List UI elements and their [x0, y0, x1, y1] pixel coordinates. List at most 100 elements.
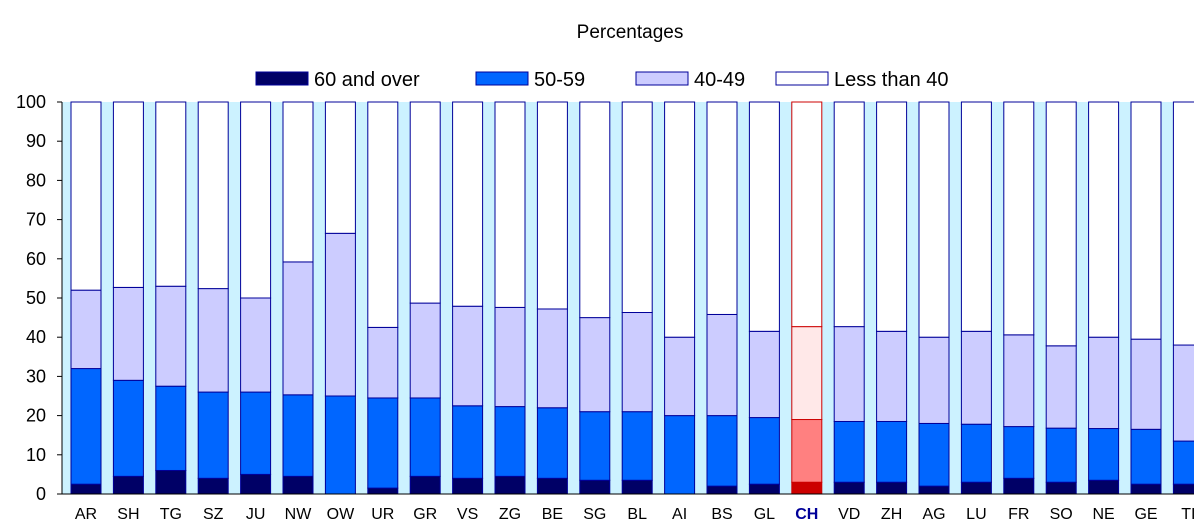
y-axis: 0 10 20 30 40 50 60 70 80 90 100 — [16, 92, 63, 504]
x-tick-label-ne: NE — [1092, 506, 1114, 522]
bar-ne-series-2 — [1088, 336, 1120, 430]
bar-vd-series-3 — [833, 101, 865, 328]
bar-ag-series-2 — [918, 336, 950, 424]
legend-swatch-2 — [635, 71, 689, 86]
bar-sh-series-1 — [112, 379, 144, 477]
bar-nw-series-1 — [282, 394, 314, 477]
y-tick-label: 80 — [26, 170, 46, 190]
bar-sg-series-0 — [579, 479, 611, 495]
x-tick-label-ch: CH — [795, 506, 818, 522]
x-tick-label-ge: GE — [1134, 506, 1157, 522]
bar-ju-series-1 — [240, 391, 272, 475]
bar-sh-series-2 — [112, 286, 144, 381]
bar-ag-series-3 — [918, 101, 950, 338]
x-tick-label-vd: VD — [838, 506, 860, 522]
chart-title: Percentages — [577, 22, 684, 43]
bar-gr-series-2 — [409, 302, 441, 399]
x-tick-label-ow: OW — [327, 506, 355, 522]
bar-ur-series-1 — [367, 397, 399, 489]
x-tick-label-so: SO — [1050, 506, 1073, 522]
bar-zh-series-3 — [876, 101, 908, 332]
bar-ne-series-0 — [1088, 479, 1120, 495]
bar-sz-series-1 — [197, 391, 229, 479]
bar-ag-series-0 — [918, 485, 950, 495]
x-tick-label-gl: GL — [754, 506, 775, 522]
bar-so-series-0 — [1045, 481, 1077, 495]
bar-ge-series-2 — [1130, 338, 1162, 430]
legend-swatch-1 — [475, 71, 529, 86]
bar-ow-series-1 — [324, 395, 356, 495]
y-tick-label: 40 — [26, 327, 46, 347]
bar-zg-series-0 — [494, 475, 526, 495]
x-tick-label-ag: AG — [922, 506, 945, 522]
x-tick-label-gr: GR — [413, 506, 437, 522]
legend-label-1: 50-59 — [534, 69, 585, 91]
x-tick-label-zh: ZH — [881, 506, 902, 522]
bar-tg-series-3 — [155, 101, 187, 287]
bar-ow-series-3 — [324, 101, 356, 234]
bar-sz-series-0 — [197, 477, 229, 495]
bar-vs-series-0 — [452, 477, 484, 495]
bar-sg-series-2 — [579, 317, 611, 413]
bar-sz-series-3 — [197, 101, 229, 290]
bar-tg-series-0 — [155, 469, 187, 495]
y-tick-label: 20 — [26, 406, 46, 426]
bar-ju-series-3 — [240, 101, 272, 299]
x-axis: AR SH TG SZ JU NW OW UR GR VS ZG BE SG BL AI BS GL CH VD ZH… — [62, 493, 1194, 522]
bar-sh-series-3 — [112, 101, 144, 288]
bar-vd-series-2 — [833, 326, 865, 422]
bar-bl-series-1 — [621, 411, 653, 481]
y-tick-label: 10 — [26, 445, 46, 465]
bar-ge-series-1 — [1130, 428, 1162, 485]
x-tick-label-ti: TI — [1181, 506, 1194, 522]
x-tick-label-tg: TG — [160, 506, 182, 522]
bar-lu-series-2 — [960, 330, 992, 425]
bar-zh-series-0 — [876, 481, 908, 495]
bar-gl-series-2 — [748, 330, 780, 419]
bar-ti-series-0 — [1172, 483, 1194, 495]
bar-vs-series-3 — [452, 101, 484, 307]
x-tick-label-nw: NW — [285, 506, 313, 522]
bar-ow-series-2 — [324, 232, 356, 397]
bar-be-series-1 — [536, 407, 568, 479]
x-tick-label-ar: AR — [75, 506, 97, 522]
bar-nw-series-3 — [282, 101, 314, 263]
bar-ai-series-1 — [664, 415, 696, 495]
bar-ur-series-0 — [367, 487, 399, 495]
bar-tg-series-2 — [155, 285, 187, 387]
y-tick-label: 50 — [26, 288, 46, 308]
bar-fr-series-3 — [1003, 101, 1035, 336]
bar-sg-series-1 — [579, 411, 611, 481]
bar-lu-series-0 — [960, 481, 992, 495]
bar-ai-series-2 — [664, 336, 696, 417]
y-tick-label: 100 — [16, 92, 46, 112]
bar-ch-series-0 — [791, 481, 823, 495]
bar-sh-series-0 — [112, 475, 144, 495]
bar-ge-series-3 — [1130, 101, 1162, 340]
bar-vs-series-2 — [452, 305, 484, 407]
bar-ch-series-2 — [791, 326, 823, 421]
bar-tg-series-1 — [155, 385, 187, 471]
bar-vs-series-1 — [452, 405, 484, 479]
bar-so-series-2 — [1045, 345, 1077, 429]
x-tick-label-ai: AI — [672, 506, 687, 522]
x-tick-label-zg: ZG — [499, 506, 521, 522]
y-tick-label: 30 — [26, 366, 46, 386]
bar-ti-series-1 — [1172, 440, 1194, 485]
bar-gr-series-1 — [409, 397, 441, 477]
bar-ti-series-3 — [1172, 101, 1194, 346]
plot-area — [62, 101, 1194, 495]
x-tick-label-vs: VS — [457, 506, 478, 522]
legend-label-2: 40-49 — [694, 69, 745, 91]
y-tick-label: 70 — [26, 210, 46, 230]
bar-vd-series-1 — [833, 420, 865, 483]
x-tick-label-bl: BL — [627, 506, 647, 522]
x-tick-label-sz: SZ — [203, 506, 224, 522]
bar-ch-series-3 — [791, 101, 823, 328]
bar-sz-series-2 — [197, 288, 229, 393]
bar-ge-series-0 — [1130, 483, 1162, 495]
bar-ar-series-1 — [70, 368, 102, 485]
bar-bs-series-0 — [706, 485, 738, 495]
bar-zg-series-1 — [494, 406, 526, 477]
